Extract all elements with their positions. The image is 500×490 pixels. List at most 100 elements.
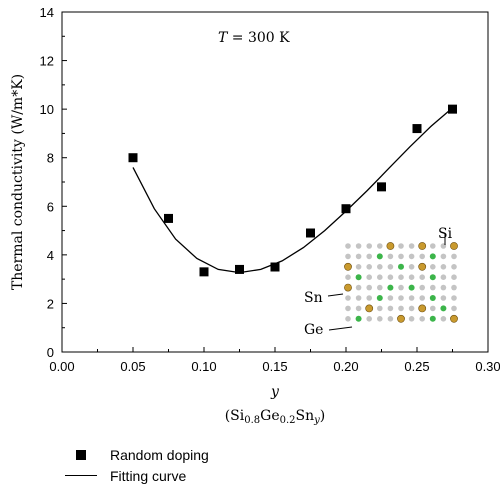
si-atom xyxy=(451,274,457,281)
si-atom xyxy=(398,295,404,301)
si-atom xyxy=(440,264,447,270)
crystal-structure-inset xyxy=(344,242,458,323)
si-atom xyxy=(366,295,373,301)
y-axis-ticks: 0 2 4 6 8 10 12 14 xyxy=(40,5,67,360)
si-atom xyxy=(355,253,362,260)
x-tick-label: 0.10 xyxy=(191,359,216,374)
si-atom xyxy=(408,316,415,322)
si-atom xyxy=(377,274,383,281)
si-atom xyxy=(366,253,373,260)
data-point xyxy=(199,267,209,277)
si-atom xyxy=(345,253,351,260)
si-atom xyxy=(366,264,373,270)
inset-label-ge: Ge xyxy=(304,322,323,338)
si-atom xyxy=(430,284,436,291)
si-atom xyxy=(366,274,373,281)
si-atom xyxy=(440,295,447,301)
si-atom xyxy=(440,284,447,291)
si-atom xyxy=(387,253,394,260)
legend-item-fitting-curve: Fitting curve xyxy=(62,465,322,486)
si-atom xyxy=(408,305,415,312)
si-atom xyxy=(451,264,457,270)
si-atom xyxy=(419,316,426,322)
ge-atom xyxy=(429,315,436,322)
data-points xyxy=(128,104,457,277)
x-axis-subtitle: (Si0.8Ge0.2Sny) xyxy=(225,408,326,426)
si-atom xyxy=(398,253,404,260)
si-atom xyxy=(440,274,447,281)
sn-atom xyxy=(344,283,352,292)
data-point xyxy=(412,124,422,134)
ge-atom xyxy=(398,263,404,270)
si-atom xyxy=(355,295,362,301)
si-atom xyxy=(345,295,351,301)
ge-atom xyxy=(387,284,394,291)
si-atom xyxy=(377,264,383,270)
temperature-annotation: T = 300 K xyxy=(218,30,290,46)
x-tick-label: 0.25 xyxy=(404,359,429,374)
ge-atom xyxy=(429,274,436,281)
si-atom xyxy=(366,316,373,322)
si-atom xyxy=(408,264,415,270)
si-atom xyxy=(398,243,404,249)
ge-atom xyxy=(429,253,436,260)
ge-atom xyxy=(355,315,362,322)
si-atom xyxy=(355,284,362,291)
legend-line-marker xyxy=(62,474,100,477)
ge-atom xyxy=(355,274,362,281)
si-atom xyxy=(377,316,383,322)
sn-atom xyxy=(450,242,458,250)
data-point xyxy=(448,104,457,114)
si-atom xyxy=(387,295,394,301)
data-point xyxy=(270,262,280,272)
chart: 0.00 0.05 0.10 0.15 0.20 0.25 0.30 0 2 4 6 8 10 12 14… xyxy=(10,5,500,426)
si-atom xyxy=(377,284,383,291)
si-atom xyxy=(398,274,404,281)
data-point xyxy=(306,228,315,238)
si-atom xyxy=(408,243,415,249)
legend-label: Random doping xyxy=(110,446,209,463)
legend-label: Fitting curve xyxy=(110,467,187,484)
si-atom xyxy=(377,243,383,249)
sn-atom xyxy=(344,262,352,271)
legend-square-marker xyxy=(62,449,100,460)
si-atom xyxy=(408,274,415,281)
plot-frame xyxy=(61,11,489,353)
si-atom xyxy=(387,264,394,270)
ge-atom xyxy=(376,253,383,260)
x-tick-label: 0.30 xyxy=(475,359,500,374)
y-axis-title: Thermal conductivity (W/m*K) xyxy=(10,74,26,290)
sn-atom xyxy=(418,304,427,313)
data-point xyxy=(235,264,244,274)
si-atom xyxy=(345,274,351,281)
y-tick-label: 0 xyxy=(47,345,54,360)
x-axis-title: y xyxy=(270,384,280,400)
data-point xyxy=(377,182,386,192)
data-point xyxy=(341,204,351,214)
x-tick-label: 0.20 xyxy=(333,359,358,374)
ge-atom xyxy=(376,295,383,301)
si-atom xyxy=(387,305,394,312)
y-tick-label: 2 xyxy=(47,296,54,311)
y-tick-label: 10 xyxy=(40,102,54,117)
si-atom xyxy=(408,295,415,301)
y-tick-label: 8 xyxy=(47,151,54,166)
x-axis-ticks: 0.00 0.05 0.10 0.15 0.20 0.25 0.30 xyxy=(49,347,500,374)
si-atom xyxy=(377,305,383,312)
si-atom xyxy=(355,243,362,249)
si-atom xyxy=(451,284,457,291)
si-atom xyxy=(398,305,404,312)
x-tick-label: 0.05 xyxy=(120,359,145,374)
data-point xyxy=(164,213,173,223)
si-atom xyxy=(430,243,436,249)
si-atom xyxy=(366,284,373,291)
si-atom xyxy=(430,264,436,270)
si-atom xyxy=(408,253,415,260)
si-atom xyxy=(451,295,457,301)
sn-arrow xyxy=(327,293,344,297)
sn-atom xyxy=(365,304,374,313)
si-atom xyxy=(419,274,426,281)
si-atom xyxy=(345,316,351,322)
fitting-curve xyxy=(132,107,453,274)
si-atom xyxy=(419,284,426,291)
